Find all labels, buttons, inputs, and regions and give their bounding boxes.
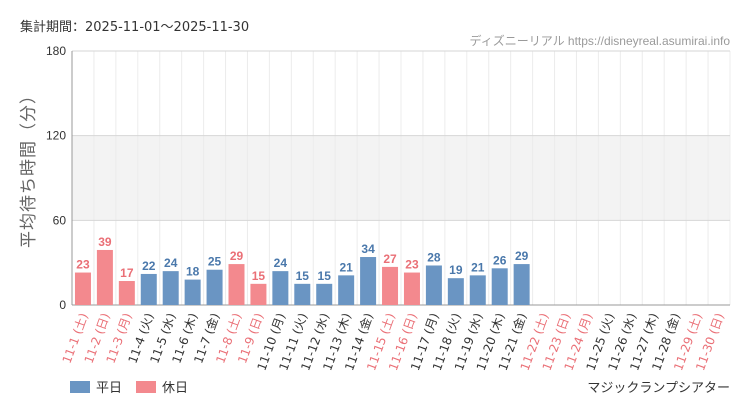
legend: 平日 休日	[70, 377, 202, 396]
period-label: 集計期間：2025-11-01～2025-11-30	[20, 20, 250, 35]
source-label[interactable]: ディズニーリアル https://disneyreal.asumirai.inf…	[469, 34, 730, 48]
data-label: 25	[208, 255, 222, 269]
bar	[360, 257, 377, 305]
bar	[74, 272, 91, 305]
data-label: 39	[98, 235, 112, 249]
data-label: 24	[164, 256, 178, 270]
bar	[206, 269, 223, 305]
data-label: 17	[120, 266, 134, 280]
y-tick-label: 180	[46, 44, 66, 58]
bar	[447, 278, 464, 305]
data-label: 24	[274, 256, 288, 270]
bar	[403, 272, 420, 305]
data-label: 21	[471, 260, 485, 274]
legend-label-holiday: 休日	[162, 381, 189, 396]
bar	[272, 271, 289, 305]
data-label: 28	[427, 250, 441, 264]
bar	[118, 281, 135, 305]
data-label: 22	[142, 259, 156, 273]
data-label: 18	[186, 265, 200, 279]
legend-item-holiday[interactable]: 休日	[136, 377, 188, 396]
legend-swatch-holiday	[136, 380, 157, 393]
bar	[513, 264, 530, 305]
data-label: 23	[76, 258, 90, 272]
bar	[425, 265, 442, 305]
data-label: 29	[515, 249, 529, 263]
data-label: 21	[339, 260, 353, 274]
legend-item-weekday[interactable]: 平日	[70, 377, 122, 396]
data-label: 27	[383, 252, 397, 266]
data-label: 15	[252, 269, 266, 283]
data-label: 23	[405, 258, 419, 272]
legend-swatch-weekday	[70, 380, 90, 393]
y-tick-label: 0	[59, 298, 66, 312]
bar	[491, 268, 508, 305]
legend-label-weekday: 平日	[96, 381, 123, 396]
data-label: 34	[361, 242, 375, 256]
bar	[250, 283, 267, 305]
bar	[228, 264, 245, 305]
data-label: 26	[493, 253, 507, 267]
y-tick-label: 60	[53, 213, 67, 227]
bar	[184, 279, 201, 305]
bar	[96, 249, 113, 305]
bar	[469, 275, 486, 305]
data-label: 19	[449, 263, 463, 277]
attraction-name: マジックランプシアター	[587, 381, 730, 396]
bar	[382, 266, 399, 305]
bar	[294, 283, 311, 305]
bar	[338, 275, 355, 305]
bar	[316, 283, 333, 305]
bar	[140, 273, 157, 305]
y-tick-label: 120	[46, 129, 66, 143]
data-label: 15	[296, 269, 310, 283]
data-label: 15	[318, 269, 332, 283]
data-label: 29	[230, 249, 244, 263]
bar	[162, 271, 179, 305]
